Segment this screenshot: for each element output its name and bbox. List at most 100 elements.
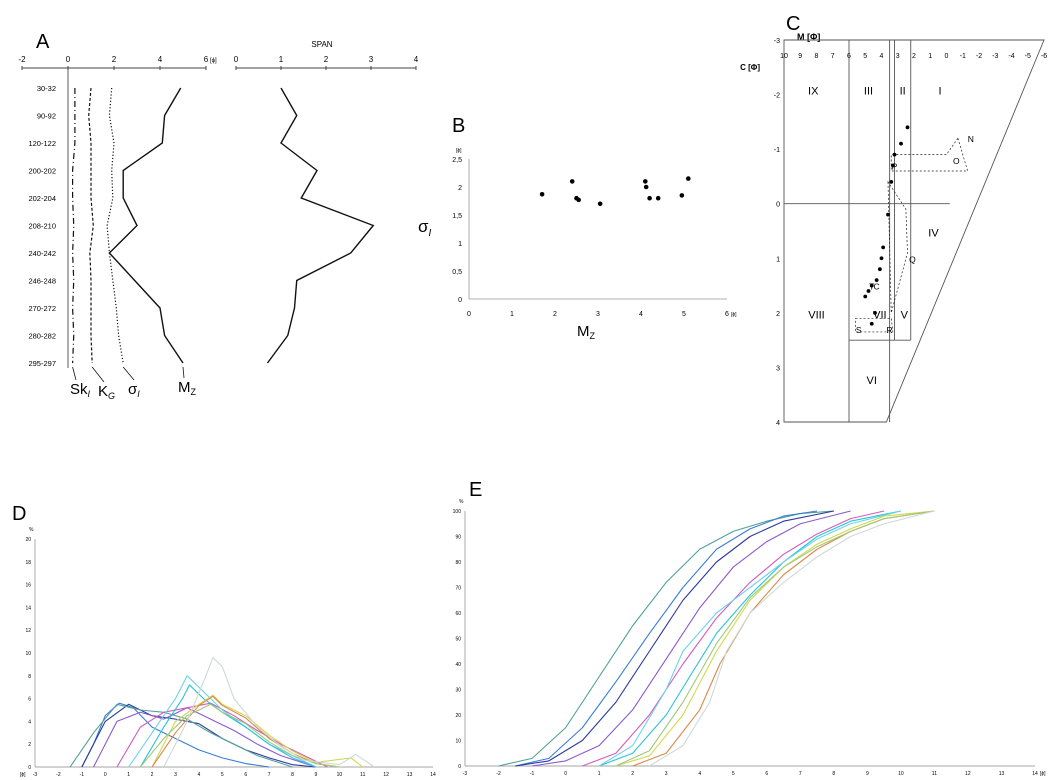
c-region-label: V (901, 309, 909, 321)
c-x-tick-label: 0 (945, 53, 949, 60)
d-y-tick-label: 20 (25, 537, 31, 543)
d-x-unit: [ɸ] (20, 772, 26, 778)
c-y-tick-label: -3 (774, 38, 780, 45)
c-point (892, 152, 897, 157)
series-kg-line (88, 87, 94, 364)
c-point (881, 245, 886, 250)
c-region-label: III (864, 86, 873, 98)
c-point (874, 278, 879, 283)
c-x-tick-label: 5 (863, 53, 867, 60)
panel-d: D-3 -2 -1 0 1 2 3 4 5 6 7 8 9 10 11 12 13 14[ɸ]0246810121… (12, 503, 436, 778)
b-x-tick-label: 3 (596, 311, 600, 318)
d-x-tick-label: 11 (360, 772, 365, 778)
depth-label: 30-32 (37, 84, 56, 93)
c-point (869, 321, 874, 326)
series-label-arrow (91, 366, 105, 383)
e-x-tick-label: -3 (463, 771, 468, 777)
c-region-label: II (900, 86, 906, 98)
b-x-tick-label: 4 (639, 311, 643, 318)
c-point (863, 294, 868, 299)
e-x-tick-label: 8 (832, 771, 835, 777)
series-mz-line (108, 87, 184, 364)
span-axis-title: SPAN (311, 40, 332, 49)
depth-label: 208-210 (28, 222, 56, 231)
panel-e-letter: E (469, 479, 482, 501)
b-y-tick-label: 0,5 (452, 269, 462, 276)
c-region-label: VI (867, 375, 877, 387)
b-x-tick-label: 2 (553, 311, 557, 318)
c-y-label: C [Φ] (740, 63, 760, 72)
e-y-tick-label: 50 (455, 637, 461, 643)
d-x-tick-label: 8 (291, 772, 294, 778)
d-series-line (128, 675, 317, 768)
e-y-tick-label: 40 (455, 662, 461, 668)
d-x-tick-label: 0 (104, 772, 107, 778)
c-dashed-field (887, 180, 908, 313)
depth-label: 90-92 (37, 112, 56, 121)
depth-label: 280-282 (28, 332, 56, 341)
c-field-label: R (887, 325, 893, 335)
e-x-tick-label: 10 (898, 771, 904, 777)
d-x-tick-label: 6 (244, 772, 247, 778)
panel-a-letter: A (36, 31, 50, 53)
d-series-line (93, 707, 317, 768)
e-x-tick-label: 3 (665, 771, 668, 777)
e-series-line (615, 510, 935, 767)
e-x-tick-label: 13 (999, 771, 1005, 777)
e-x-tick-label: 6 (765, 771, 768, 777)
c-x-tick-label: 9 (798, 53, 802, 60)
b-point (597, 201, 603, 207)
b-y-unit: [ɸ] (456, 148, 462, 154)
e-series-line (632, 510, 935, 767)
depth-label: 120-122 (28, 139, 56, 148)
b-point (539, 191, 545, 197)
e-x-tick-label: 14 (1032, 771, 1038, 777)
d-x-tick-label: -1 (80, 772, 85, 778)
e-x-tick-label: 11 (932, 771, 937, 777)
e-y-unit: % (459, 499, 464, 505)
d-x-tick-label: 7 (268, 772, 271, 778)
c-region-label: I (938, 86, 941, 98)
c-point (866, 289, 871, 293)
series-label-arrow (122, 366, 135, 381)
d-y-unit: % (29, 527, 34, 533)
d-y-tick-label: 6 (28, 697, 31, 703)
right-x-tick-label: 3 (369, 55, 374, 64)
d-y-tick-label: 4 (28, 719, 31, 725)
right-x-tick-label: 0 (234, 55, 239, 64)
left-x-tick-label: 0 (66, 55, 71, 64)
c-y-tick-label: -2 (774, 93, 780, 100)
e-x-tick-label: 5 (732, 771, 735, 777)
c-field-label: Q (909, 254, 916, 264)
c-x-tick-label: -4 (1008, 53, 1014, 60)
d-x-tick-label: -2 (56, 772, 61, 778)
left-x-tick-label: 4 (158, 55, 163, 64)
c-x-tick-label: 4 (880, 53, 884, 60)
e-y-tick-label: 0 (458, 764, 461, 770)
b-point (576, 197, 581, 203)
e-series-line (515, 510, 834, 767)
d-series-line (151, 695, 340, 768)
e-y-tick-label: 10 (455, 739, 461, 745)
c-y-tick-label: 0 (776, 202, 780, 209)
c-x-tick-label: 3 (896, 53, 900, 60)
b-y-tick-label: 1,5 (452, 213, 462, 220)
b-y-tick-label: 2 (458, 185, 462, 192)
e-x-tick-label: 7 (799, 771, 802, 777)
c-field-label: N (968, 134, 974, 144)
c-y-tick-label: 1 (776, 256, 780, 263)
b-x-tick-label: 0 (467, 311, 471, 318)
c-x-tick-label: -5 (1025, 53, 1031, 60)
c-y-tick-label: 2 (776, 311, 780, 318)
b-x-tick-label: 1 (510, 311, 514, 318)
series-span-line (266, 87, 375, 364)
c-y-tick-label: -1 (774, 147, 780, 154)
b-x-label: MZ (577, 323, 596, 341)
d-series-line (151, 694, 364, 768)
e-y-tick-label: 70 (455, 586, 461, 592)
b-y-label: σI (418, 217, 432, 239)
d-x-tick-label: 14 (430, 772, 436, 778)
c-point (886, 212, 890, 217)
